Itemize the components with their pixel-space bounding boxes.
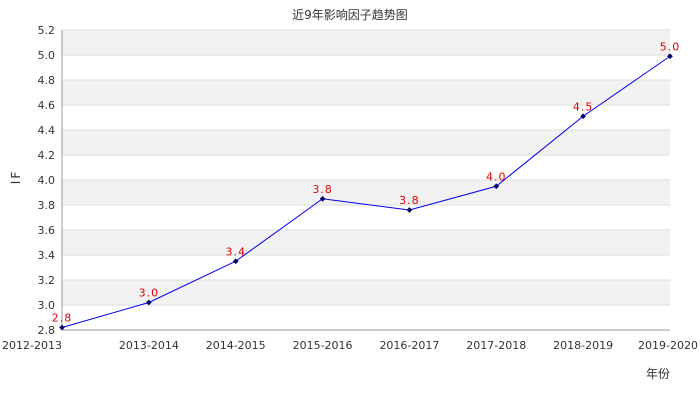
data-label: 3.4	[225, 245, 246, 258]
x-tick-label: 2012-2013	[2, 339, 62, 352]
data-label: 3.8	[399, 194, 420, 207]
x-tick-label: 2019-2020	[638, 339, 698, 352]
grid-band	[62, 30, 670, 55]
grid-band	[62, 155, 670, 180]
data-point	[580, 113, 586, 120]
data-point	[146, 299, 152, 306]
y-tick-label: 3.8	[38, 199, 56, 212]
y-tick-label: 5.2	[38, 24, 56, 37]
grid-band	[62, 130, 670, 155]
y-tick-label: 2.8	[38, 324, 56, 337]
y-tick-label: 4.8	[38, 74, 56, 87]
data-label: 5.0	[660, 40, 681, 53]
data-label: 2.8	[52, 312, 73, 325]
x-tick-label: 2013-2014	[119, 339, 179, 352]
y-tick-label: 5.0	[38, 49, 56, 62]
x-tick-label: 2016-2017	[379, 339, 439, 352]
y-tick-label: 4.0	[38, 174, 56, 187]
y-tick-label: 3.6	[38, 224, 56, 237]
series-line	[61, 55, 671, 328]
x-tick-label: 2018-2019	[553, 339, 613, 352]
y-tick-label: 4.4	[38, 124, 56, 137]
grid-band	[62, 255, 670, 280]
data-point	[667, 53, 673, 60]
x-axis-label: 年份	[646, 367, 670, 381]
data-point	[232, 258, 239, 265]
y-tick-label: 3.2	[38, 274, 56, 287]
x-tick-label: 2017-2018	[466, 339, 526, 352]
data-point	[493, 183, 500, 190]
y-tick-label: 4.2	[38, 149, 56, 162]
grid-band	[62, 305, 670, 330]
x-tick-label: 2014-2015	[206, 339, 266, 352]
y-tick-label: 3.0	[38, 299, 56, 312]
grid-band	[62, 180, 670, 205]
grid-band	[62, 280, 670, 305]
x-tick-label: 2015-2016	[293, 339, 353, 352]
grid-band	[62, 55, 670, 80]
data-label: 4.0	[486, 170, 507, 183]
data-point	[406, 207, 413, 213]
y-axis-label: IF	[9, 170, 23, 184]
grid-band	[62, 105, 670, 130]
grid-band	[62, 205, 670, 230]
y-tick-label: 3.4	[38, 249, 56, 262]
data-label: 3.8	[312, 183, 333, 196]
chart-title: 近9年影响因子趋势图	[292, 7, 408, 22]
data-label: 4.5	[573, 100, 594, 113]
data-label: 3.0	[139, 287, 160, 300]
grid-band	[62, 230, 670, 255]
data-point	[319, 195, 326, 202]
grid-band	[62, 80, 670, 105]
y-tick-label: 4.6	[38, 99, 56, 112]
